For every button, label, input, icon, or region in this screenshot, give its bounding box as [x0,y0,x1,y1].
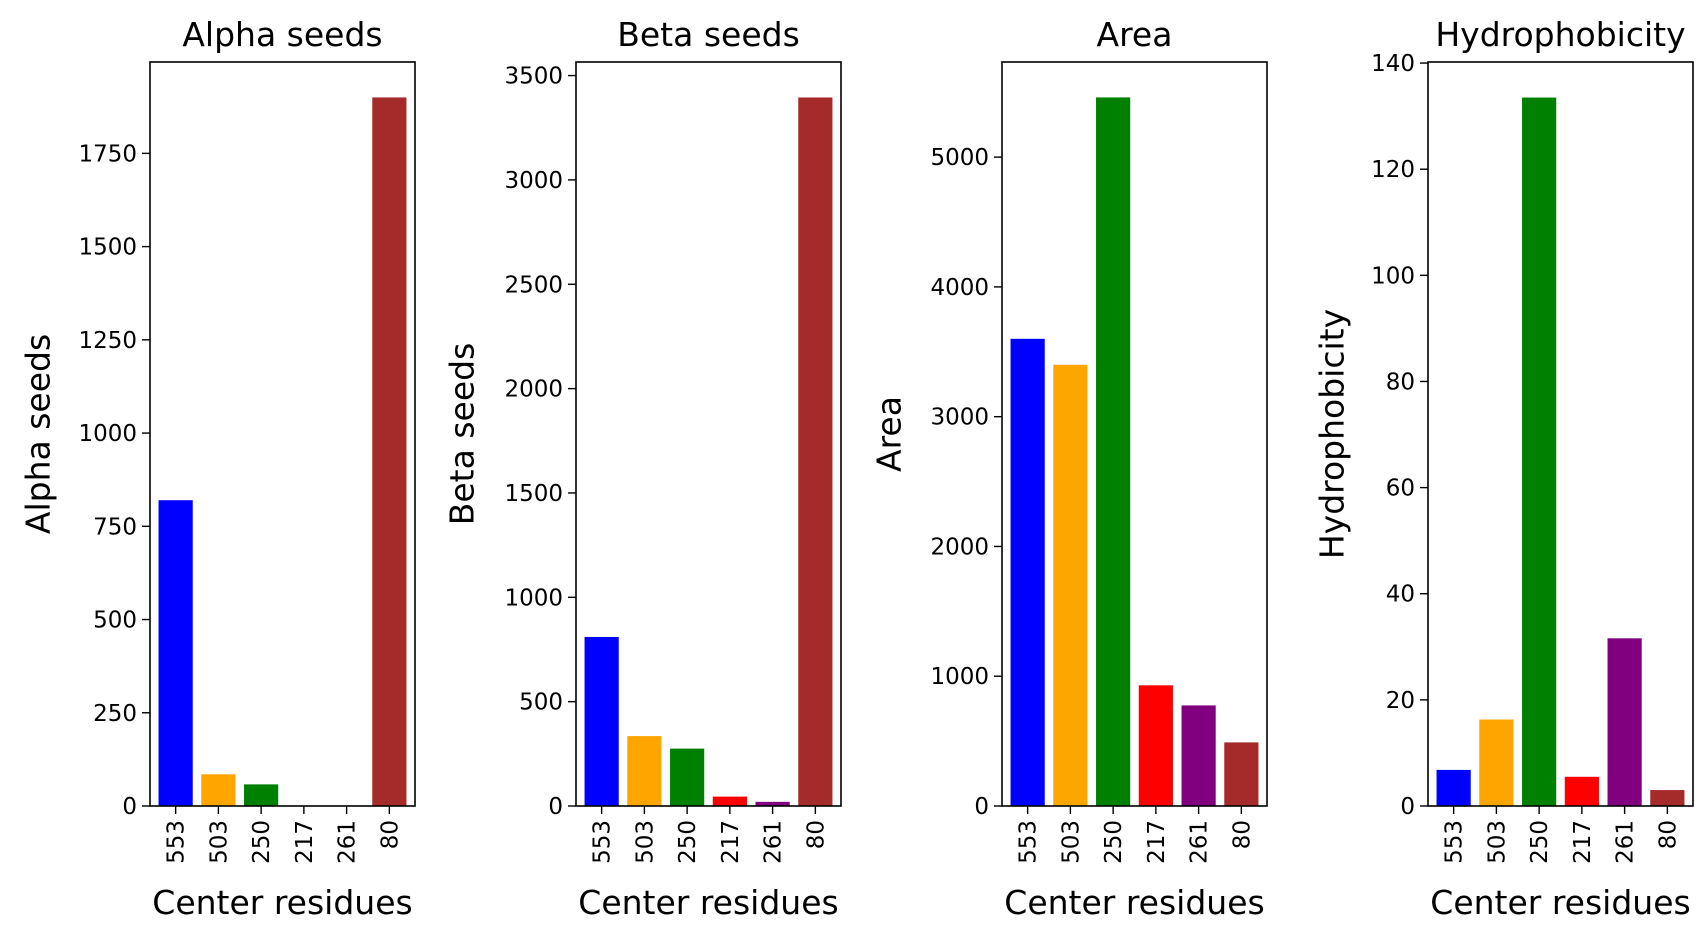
bar-250 [1522,97,1557,807]
y-tick-label: 100 [1371,263,1415,289]
y-tick-label: 1000 [78,421,137,447]
subplot-title: Area [1097,15,1173,54]
y-tick-label: 0 [122,794,137,820]
x-tick-label: 250 [1101,820,1127,864]
bar-503 [201,774,236,806]
x-tick-label: 217 [1144,820,1170,864]
x-axis-label: Center residues [1004,883,1264,922]
bar-250 [244,784,279,806]
y-tick-label: 2500 [504,272,563,298]
bar-250 [1096,97,1131,807]
x-tick-label: 250 [249,820,275,864]
y-tick-label: 80 [1386,369,1415,395]
bar-217 [1564,776,1599,806]
x-tick-label: 553 [1016,820,1042,864]
bar-80 [798,97,833,807]
x-tick-label: 217 [1570,820,1596,864]
subplot-3: 0 1000 2000 3000 4000 5000 553 503 250 217 261 80 Ar… [870,15,1268,922]
x-tick-label: 217 [292,820,318,864]
bar-503 [1479,719,1514,806]
bar-553 [1436,769,1471,806]
y-tick-label: 5000 [930,145,989,171]
y-tick-label: 3500 [504,64,563,90]
y-tick-label: 120 [1371,157,1415,183]
x-axis-label: Center residues [578,883,838,922]
bar-80 [1224,742,1259,806]
subplot-2: 0 500 1000 1500 2000 2500 3000 3500 553 503 250 217… [443,15,842,922]
y-tick-label: 1500 [78,235,137,261]
bar-553 [158,500,193,806]
x-tick-label: 553 [590,820,616,864]
bar-261 [1607,638,1642,806]
x-tick-label: 261 [335,820,361,864]
y-axis-label: Alpha seeds [19,334,58,534]
bar-553 [584,636,619,806]
x-tick-label: 553 [164,820,190,864]
plot-frame [1001,61,1268,807]
y-tick-label: 140 [1371,51,1415,77]
x-tick-label: 553 [1442,820,1468,864]
bar-217 [712,796,747,806]
x-axis-label: Center residues [152,883,412,922]
x-tick-label: 250 [1527,820,1553,864]
x-tick-label: 80 [377,820,403,849]
bar-553 [1010,338,1045,806]
y-tick-label: 250 [93,701,137,727]
y-tick-label: 60 [1386,476,1415,502]
y-tick-label: 0 [974,794,989,820]
x-tick-label: 250 [675,820,701,864]
y-tick-label: 500 [93,608,137,634]
subplot-1: 0 250 500 750 1000 1250 1500 1750 553 503 250 217 26… [19,15,416,922]
bar-80 [372,97,407,807]
x-tick-label: 217 [718,820,744,864]
plot-frame [575,61,842,807]
x-tick-label: 261 [1613,820,1639,864]
x-tick-label: 261 [1187,820,1213,864]
bar-503 [627,736,662,806]
y-tick-label: 1000 [504,585,563,611]
x-tick-label: 503 [1484,820,1510,864]
subplot-title: Beta seeds [617,15,800,54]
y-tick-label: 1750 [78,141,137,167]
bar-503 [1053,364,1088,806]
bar-261 [1181,705,1216,806]
x-tick-label: 261 [761,820,787,864]
y-tick-label: 3000 [930,405,989,431]
bar-250 [670,748,705,806]
y-tick-label: 0 [1400,794,1415,820]
y-tick-label: 3000 [504,168,563,194]
x-axis-label: Center residues [1430,883,1690,922]
y-tick-label: 1500 [504,481,563,507]
subplot-4: 0 20 40 60 80 100 120 140 553 503 250 217 261 80 Hydro… [1313,15,1694,922]
y-axis-label: Area [870,396,909,472]
plot-frame [149,61,416,807]
y-tick-label: 1000 [930,664,989,690]
y-axis-label: Hydrophobicity [1313,309,1352,559]
x-tick-label: 503 [206,820,232,864]
y-tick-label: 4000 [930,275,989,301]
x-tick-label: 80 [1655,820,1681,849]
y-tick-label: 0 [548,794,563,820]
x-tick-label: 503 [632,820,658,864]
plot-frame [1427,61,1694,807]
y-tick-label: 500 [519,690,563,716]
x-tick-label: 80 [803,820,829,849]
y-tick-label: 2000 [504,377,563,403]
bar-80 [1650,790,1685,806]
y-tick-label: 750 [93,514,137,540]
y-tick-label: 2000 [930,534,989,560]
subplot-title: Hydrophobicity [1435,15,1685,54]
y-tick-label: 20 [1386,688,1415,714]
y-tick-label: 1250 [78,328,137,354]
bar-217 [1138,685,1173,806]
x-tick-label: 503 [1058,820,1084,864]
y-axis-label: Beta seeds [443,343,482,526]
subplot-title: Alpha seeds [182,15,382,54]
y-tick-label: 40 [1386,582,1415,608]
bar-261 [755,801,790,806]
x-tick-label: 80 [1229,820,1255,849]
